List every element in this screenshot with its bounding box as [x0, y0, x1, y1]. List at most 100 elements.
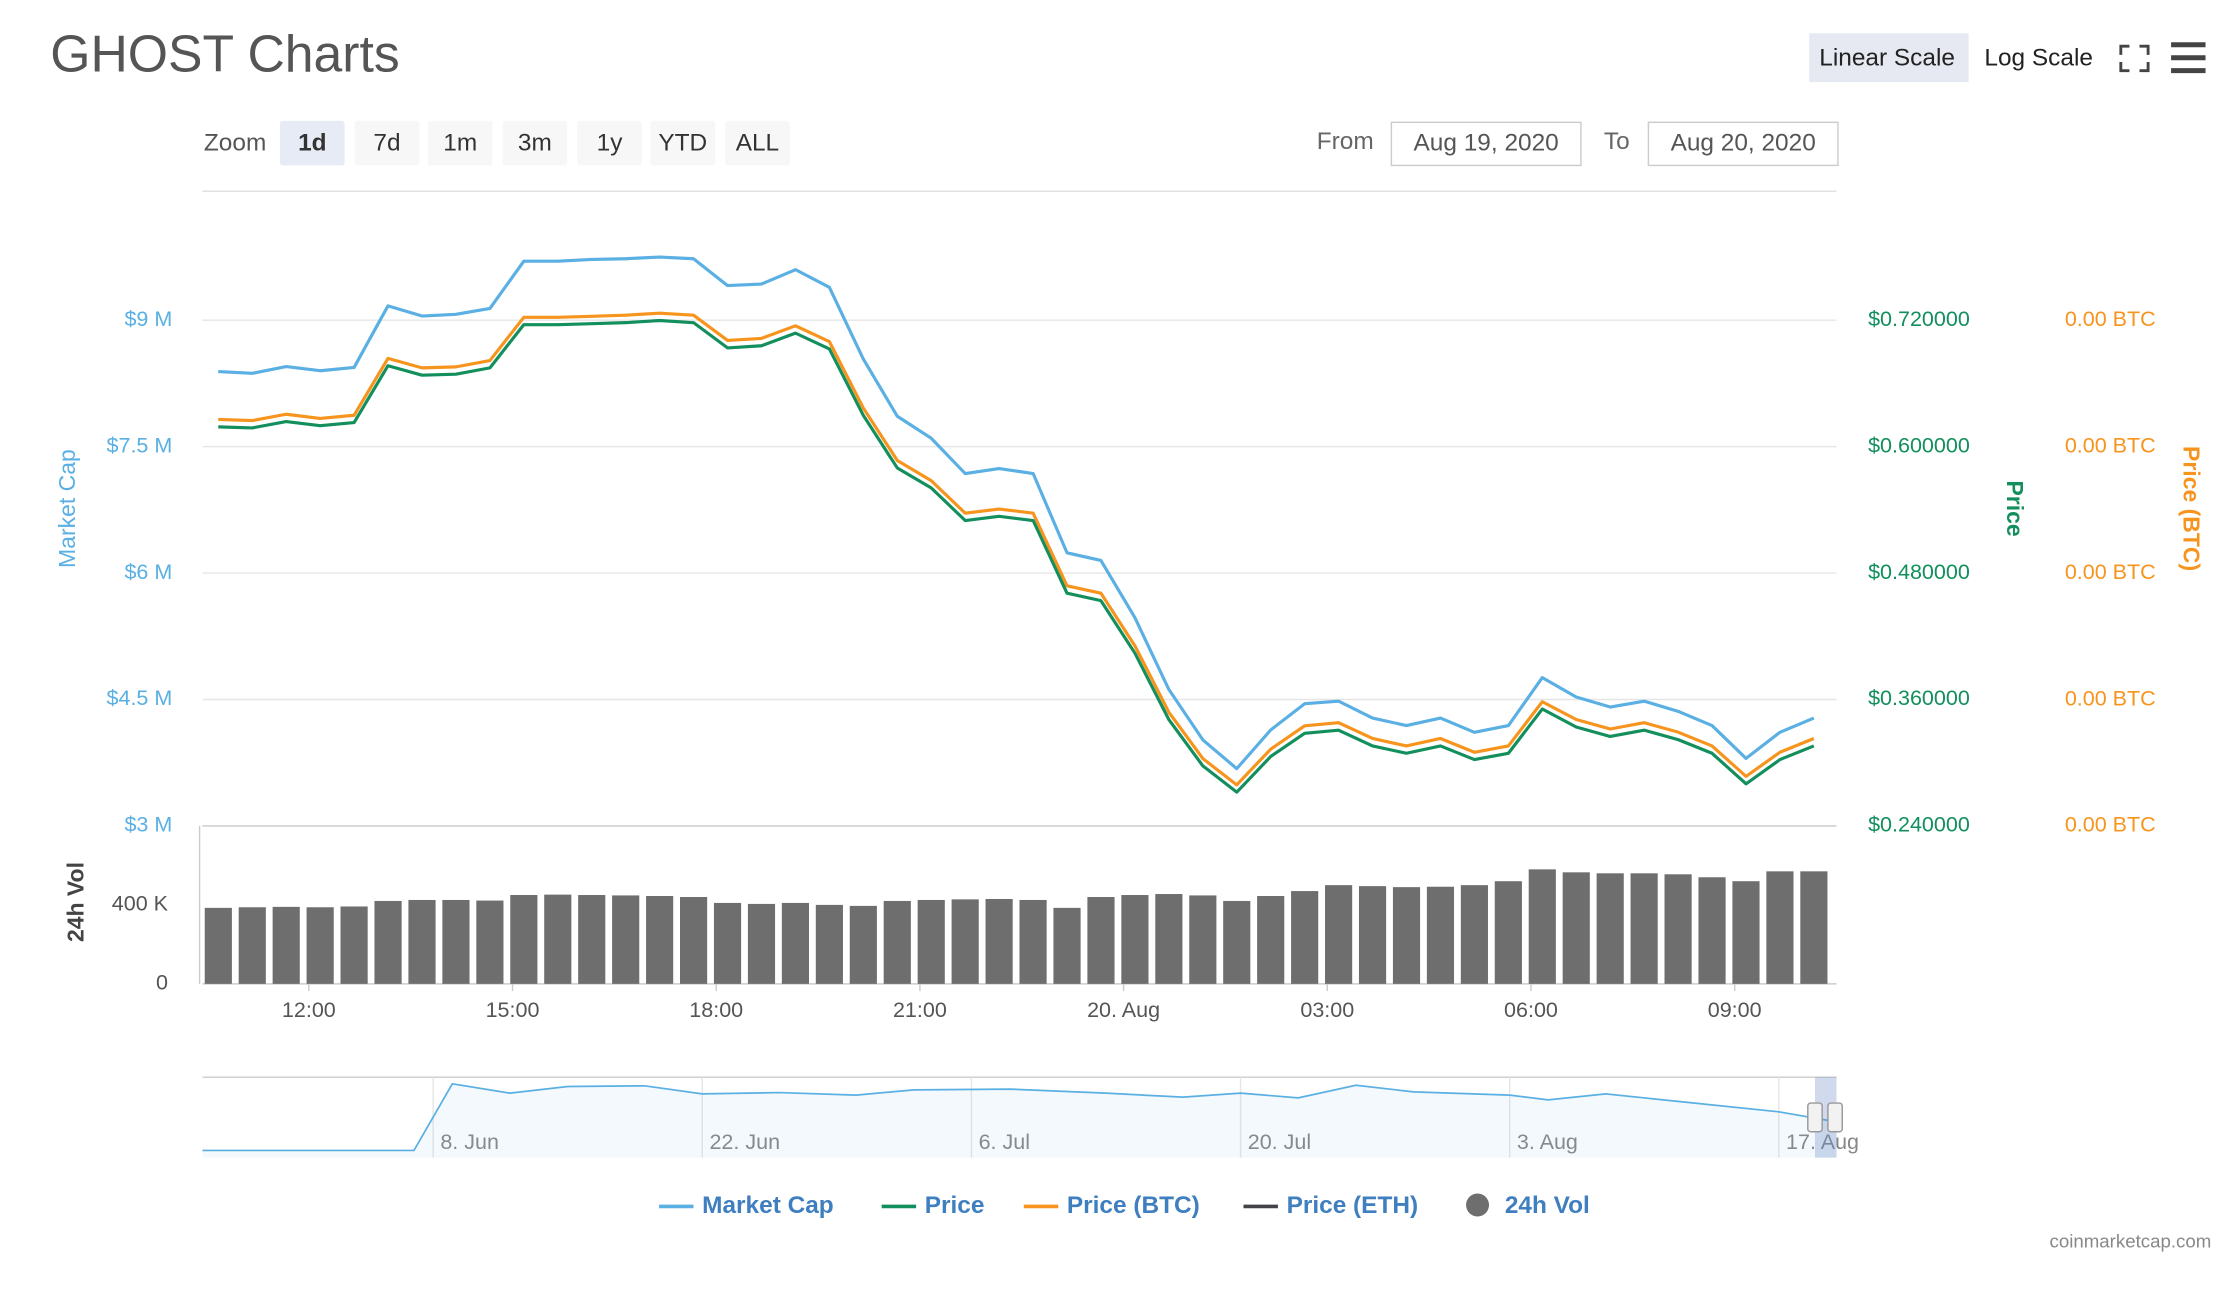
volume-bar: [1494, 881, 1522, 984]
legend-label[interactable]: Market Cap: [702, 1192, 834, 1219]
y2-tick-label: $0.600000: [1868, 434, 1970, 458]
y3-tick-label: 0.00 BTC: [2065, 813, 2156, 837]
volume-bar: [680, 897, 708, 984]
volume-bar: [1664, 874, 1692, 984]
volume-bar: [374, 900, 402, 984]
volume-bar: [1053, 907, 1081, 984]
y4-tick-label: 400 K: [112, 892, 169, 916]
navigator-handle[interactable]: [1827, 1102, 1843, 1133]
y3-tick-label: 0.00 BTC: [2065, 686, 2156, 710]
y3-tick-label: 0.00 BTC: [2065, 307, 2156, 331]
volume-bar: [238, 907, 266, 984]
navigator-tick-label: 20. Jul: [1248, 1130, 1311, 1154]
zoom-button[interactable]: [725, 120, 790, 166]
volume-bar: [1223, 900, 1251, 984]
volume-bar: [612, 895, 640, 984]
menu-icon[interactable]: [2171, 42, 2206, 74]
y3-tick-label: 0.00 BTC: [2065, 560, 2156, 584]
from-date[interactable]: Aug 19, 2020: [1414, 129, 1559, 156]
zoom-button[interactable]: [502, 120, 568, 166]
volume-bar: [1087, 897, 1115, 984]
volume-bar: [1596, 873, 1624, 984]
x-tick-label: 20. Aug: [1087, 998, 1160, 1022]
y-tick-label: $7.5 M: [107, 433, 173, 457]
legend-marker[interactable]: [1466, 1193, 1490, 1217]
fullscreen-icon[interactable]: [2119, 44, 2150, 73]
volume-bar: [204, 907, 232, 984]
x-tick-label: 03:00: [1300, 998, 1354, 1022]
zoom-button-label[interactable]: ALL: [736, 129, 779, 156]
volume-bar: [476, 900, 504, 984]
navigator-tick-label: 6. Jul: [979, 1130, 1030, 1154]
y2-tick-label: $0.240000: [1868, 813, 1970, 837]
volume-bar: [340, 906, 368, 984]
page-title: GHOST Charts: [50, 24, 399, 82]
zoom-button[interactable]: [650, 120, 716, 166]
x-tick-label: 18:00: [689, 998, 743, 1022]
zoom-button-label[interactable]: 1d: [298, 129, 326, 156]
series-line: [218, 318, 1815, 794]
zoom-button-label[interactable]: YTD: [658, 129, 707, 156]
volume-bar: [1155, 894, 1183, 984]
zoom-button[interactable]: [577, 120, 642, 166]
x-tick-label: 21:00: [893, 998, 947, 1022]
navigator-handle[interactable]: [1807, 1102, 1823, 1133]
volume-bar: [781, 902, 810, 984]
scale-button[interactable]: Log Scale: [1984, 45, 2093, 72]
y2-tick-label: $0.360000: [1868, 686, 1970, 710]
volume-bar: [544, 894, 572, 984]
scale-button-bg[interactable]: [1809, 33, 1969, 83]
volume-bar: [272, 906, 300, 984]
legend-label[interactable]: Price (ETH): [1287, 1192, 1419, 1219]
volume-bar: [713, 902, 742, 984]
navigator-selection[interactable]: [1814, 1077, 1837, 1158]
navigator-tick-label: 8. Jun: [440, 1130, 499, 1154]
zoom-button[interactable]: [427, 120, 493, 166]
volume-bar: [1732, 881, 1760, 984]
volume-bar: [1528, 869, 1556, 984]
fullscreen-glyph[interactable]: [2119, 44, 2150, 73]
volume-bar: [1766, 871, 1794, 984]
legend-label[interactable]: 24h Vol: [1505, 1192, 1590, 1219]
credit[interactable]: coinmarketcap.com: [2050, 1230, 2212, 1251]
x-tick-label: 09:00: [1708, 998, 1762, 1022]
zoom-button-label[interactable]: 7d: [373, 129, 400, 156]
zoom-label: Zoom: [204, 129, 266, 156]
zoom-button[interactable]: [354, 120, 420, 166]
zoom-button-label[interactable]: 3m: [518, 129, 552, 156]
zoom-button-label[interactable]: 1m: [443, 129, 477, 156]
axis-title: Price: [2002, 480, 2028, 536]
volume-bar: [1121, 895, 1149, 984]
to-label: To: [1604, 128, 1630, 155]
series-line: [218, 311, 1815, 787]
to-input[interactable]: [1647, 121, 1839, 167]
to-date[interactable]: Aug 20, 2020: [1671, 129, 1816, 156]
volume-bar: [1426, 886, 1455, 984]
volume-bar: [1291, 891, 1319, 984]
legend-label[interactable]: Price (BTC): [1067, 1192, 1200, 1219]
x-tick-label: 12:00: [282, 998, 336, 1022]
from-input[interactable]: [1390, 121, 1582, 167]
zoom-button[interactable]: [280, 120, 345, 166]
volume-bar: [442, 899, 470, 984]
scale-button[interactable]: Linear Scale: [1819, 45, 1955, 72]
y3-tick-label: 0.00 BTC: [2065, 434, 2156, 458]
axis-title: 24h Vol: [63, 862, 89, 942]
volume-bar: [883, 900, 911, 984]
legend-label[interactable]: Price: [925, 1192, 985, 1219]
volume-bar: [1630, 873, 1658, 984]
y-tick-label: $6 M: [124, 560, 172, 584]
zoom-button-label[interactable]: 1y: [597, 129, 624, 156]
navigator-tick-label: 22. Jun: [709, 1130, 780, 1154]
volume-bar: [1562, 872, 1590, 984]
y4-tick-label: 0: [156, 971, 168, 995]
navigator-line: [202, 1082, 1837, 1152]
volume-bar: [306, 907, 334, 984]
series-line: [218, 255, 1815, 771]
x-tick-label: 06:00: [1504, 998, 1558, 1022]
volume-bar: [985, 898, 1013, 984]
y2-tick-label: $0.720000: [1868, 307, 1970, 331]
volume-bar: [1189, 895, 1217, 984]
volume-bar: [1392, 887, 1421, 984]
